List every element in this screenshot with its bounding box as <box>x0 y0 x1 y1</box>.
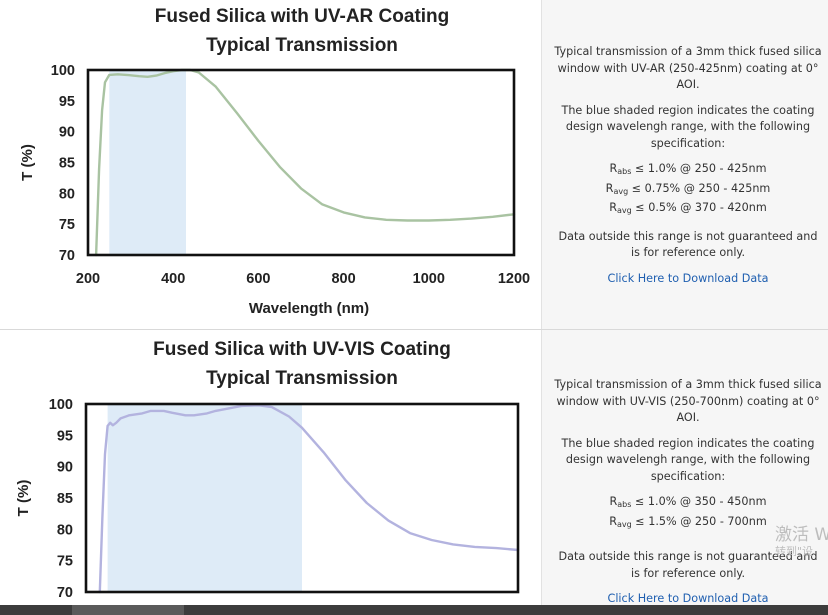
y-axis-label: T (%) <box>15 480 32 517</box>
os-activation-watermark: 激活 W 转到"设 <box>775 525 828 558</box>
spec-list: Rabs ≤ 1.0% @ 350 - 450nm Ravg ≤ 1.5% @ … <box>554 494 822 533</box>
description-disclaimer: Data outside this range is not guarantee… <box>558 229 818 260</box>
chart-panel-uv-vis: Fused Silica with UV-VIS Coating Typical … <box>0 330 541 615</box>
plot-frame <box>86 68 516 257</box>
transmission-chart-uv-vis: Fused Silica with UV-VIS Coating Typical … <box>15 339 520 601</box>
download-data-link[interactable]: Click Here to Download Data <box>607 271 769 285</box>
x-tick-label: 600 <box>246 271 270 287</box>
y-tick-label: 80 <box>57 522 73 538</box>
y-tick-label: 90 <box>59 125 75 141</box>
taskbar-button[interactable] <box>72 605 184 615</box>
x-tick-label: 800 <box>331 271 355 287</box>
description-panel-uv-vis: Typical transmission of a 3mm thick fuse… <box>541 330 828 615</box>
y-tick-label: 75 <box>57 554 73 570</box>
y-tick-label: 70 <box>57 585 73 601</box>
description-intro: Typical transmission of a 3mm thick fuse… <box>554 45 822 91</box>
spec-line: Ravg ≤ 0.75% @ 250 - 425nm <box>605 181 771 196</box>
y-tick-label: 80 <box>59 186 75 202</box>
description-region-note: The blue shaded region indicates the coa… <box>561 436 815 483</box>
x-tick-label: 200 <box>76 271 100 287</box>
chart-title-line: Fused Silica with UV-AR Coating <box>155 6 450 27</box>
spec-line: Ravg ≤ 1.5% @ 250 - 700nm <box>609 514 767 529</box>
taskbar <box>0 605 828 615</box>
y-tick-label: 95 <box>57 428 73 444</box>
y-tick-label: 75 <box>59 217 75 233</box>
y-tick-label: 100 <box>51 63 75 79</box>
y-axis-label: T (%) <box>19 144 36 181</box>
spec-line: Rabs ≤ 1.0% @ 250 - 425nm <box>609 162 767 176</box>
plot-frame <box>84 402 520 594</box>
chart-row-uv-vis: Fused Silica with UV-VIS Coating Typical … <box>0 329 828 615</box>
chart-title-line: Typical Transmission <box>206 368 398 389</box>
y-tick-label: 70 <box>59 248 75 264</box>
description-region-note: The blue shaded region indicates the coa… <box>561 103 815 150</box>
spec-list: Rabs ≤ 1.0% @ 250 - 425nm Ravg ≤ 0.75% @… <box>554 161 822 220</box>
spec-line: Ravg ≤ 0.5% @ 370 - 420nm <box>609 201 767 215</box>
y-tick-label: 90 <box>57 460 73 476</box>
description-intro: Typical transmission of a 3mm thick fuse… <box>554 378 822 424</box>
chart-title-line: Fused Silica with UV-VIS Coating <box>153 339 451 360</box>
description-disclaimer: Data outside this range is not guarantee… <box>558 550 818 580</box>
x-tick-label: 1200 <box>498 271 530 287</box>
transmission-chart-uv-ar: Fused Silica with UV-AR Coating Typical T… <box>19 6 530 317</box>
transmission-series-line <box>94 68 516 257</box>
design-wavelength-region <box>107 404 302 592</box>
chart-row-uv-ar: Fused Silica with UV-AR Coating Typical T… <box>0 0 828 329</box>
transmission-series-line <box>98 404 520 594</box>
description-panel-uv-ar: Typical transmission of a 3mm thick fuse… <box>541 0 828 329</box>
chart-title-line: Typical Transmission <box>206 35 398 56</box>
chart-panel-uv-ar: Fused Silica with UV-AR Coating Typical T… <box>0 0 541 329</box>
x-tick-label: 1000 <box>413 271 445 287</box>
design-wavelength-region <box>109 70 186 255</box>
spec-line: Rabs ≤ 1.0% @ 350 - 450nm <box>609 495 767 509</box>
y-tick-label: 85 <box>57 491 73 507</box>
download-data-link[interactable]: Click Here to Download Data <box>607 592 769 605</box>
y-tick-label: 100 <box>49 397 73 413</box>
x-axis-label: Wavelength (nm) <box>249 300 369 317</box>
y-tick-label: 85 <box>59 156 75 172</box>
x-tick-label: 400 <box>161 271 185 287</box>
y-tick-label: 95 <box>59 94 75 110</box>
